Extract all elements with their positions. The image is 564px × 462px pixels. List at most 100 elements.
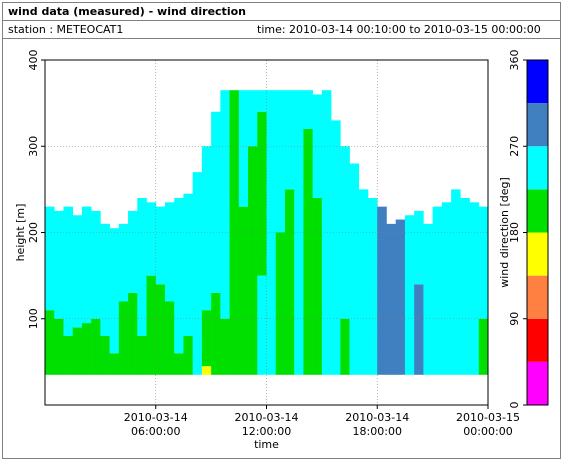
cell xyxy=(414,284,424,375)
cell xyxy=(349,163,360,375)
cell xyxy=(257,275,267,375)
cell xyxy=(303,90,313,129)
chart-title: wind data (measured) - wind direction xyxy=(8,5,246,18)
cell xyxy=(284,189,295,375)
cell xyxy=(137,336,147,375)
cell xyxy=(164,202,175,302)
cell xyxy=(137,198,147,336)
cell xyxy=(238,206,249,375)
cell xyxy=(303,129,313,375)
cell xyxy=(109,353,120,375)
colorbar-band xyxy=(527,103,548,147)
cell xyxy=(257,111,267,276)
cell xyxy=(91,210,101,319)
cell xyxy=(174,353,184,375)
cell xyxy=(91,318,101,375)
cell xyxy=(118,301,129,375)
x-tick-label: 2010-03-15 00:00:00 xyxy=(456,411,520,438)
cell xyxy=(220,90,230,319)
colorbar-band xyxy=(527,189,548,233)
cell xyxy=(294,90,304,375)
cell xyxy=(423,223,433,375)
cell xyxy=(275,232,286,375)
cell xyxy=(201,146,212,311)
cell xyxy=(266,90,277,375)
colorbar-tick-label: 270 xyxy=(508,136,521,157)
cell xyxy=(45,206,55,311)
cell xyxy=(54,318,64,375)
colorbar-tick-label: 360 xyxy=(508,50,521,71)
cell xyxy=(248,146,258,375)
period: time: 2010-03-14 00:10:00 to 2010-03-15 … xyxy=(257,23,541,36)
cell xyxy=(478,206,489,319)
y-tick-label: 200 xyxy=(27,222,40,243)
cell xyxy=(192,172,203,375)
cell xyxy=(331,120,341,375)
y-tick-label: 100 xyxy=(27,308,40,329)
cell xyxy=(248,90,258,147)
x-tick-label: 2010-03-14 06:00:00 xyxy=(124,411,188,438)
cell xyxy=(146,275,157,375)
cell xyxy=(81,206,92,324)
cell xyxy=(128,210,138,293)
y-axis-label: height [m] xyxy=(14,204,27,262)
colorbar-band xyxy=(527,146,548,190)
colorbar-tick-label: 90 xyxy=(508,312,521,326)
cell xyxy=(432,206,443,375)
cell xyxy=(257,90,267,112)
colorbar-band xyxy=(527,361,548,405)
cell xyxy=(358,189,369,375)
cell xyxy=(146,202,157,276)
cell xyxy=(118,223,129,302)
cell xyxy=(395,219,406,375)
cell xyxy=(478,318,489,375)
cell xyxy=(368,198,378,375)
cell xyxy=(220,318,230,375)
cell xyxy=(201,366,212,375)
colorbar-tick-label: 0 xyxy=(508,402,521,409)
station: station : METEOCAT1 xyxy=(8,23,123,36)
cell xyxy=(386,223,397,375)
cell xyxy=(183,336,193,375)
plot-frame xyxy=(44,59,489,406)
cell xyxy=(63,206,73,336)
cell xyxy=(45,310,55,375)
cell xyxy=(100,223,110,336)
cell xyxy=(81,323,92,375)
x-tick-label: 2010-03-14 18:00:00 xyxy=(345,411,409,438)
x-axis-label: time xyxy=(254,438,279,451)
cell xyxy=(72,215,83,328)
cell xyxy=(72,327,83,375)
colorbar-label: wind direction [deg] xyxy=(498,177,511,288)
colorbar-band xyxy=(527,318,548,362)
cell xyxy=(211,292,221,375)
cell xyxy=(312,198,323,375)
cell xyxy=(164,301,175,375)
cell xyxy=(460,198,470,375)
colorbar-band xyxy=(527,232,548,276)
cell xyxy=(451,189,461,375)
cell xyxy=(155,284,166,375)
cell xyxy=(174,198,184,354)
colorbar-band xyxy=(527,275,548,319)
cell xyxy=(63,336,73,375)
cell xyxy=(109,228,120,354)
cell xyxy=(312,94,323,198)
cell xyxy=(155,206,166,285)
y-tick-label: 300 xyxy=(27,136,40,157)
cell xyxy=(128,292,138,375)
cell xyxy=(201,310,212,367)
cell xyxy=(183,193,193,336)
cell xyxy=(284,90,295,190)
cell xyxy=(404,215,415,375)
colorbar-band xyxy=(527,60,548,104)
cell xyxy=(469,202,480,375)
cell xyxy=(54,210,64,319)
colorbar-tick-label: 180 xyxy=(508,222,521,243)
cell xyxy=(414,210,424,285)
x-tick-label: 2010-03-14 12:00:00 xyxy=(235,411,299,438)
cell xyxy=(321,90,332,375)
cell xyxy=(340,318,350,375)
cell xyxy=(377,206,387,375)
